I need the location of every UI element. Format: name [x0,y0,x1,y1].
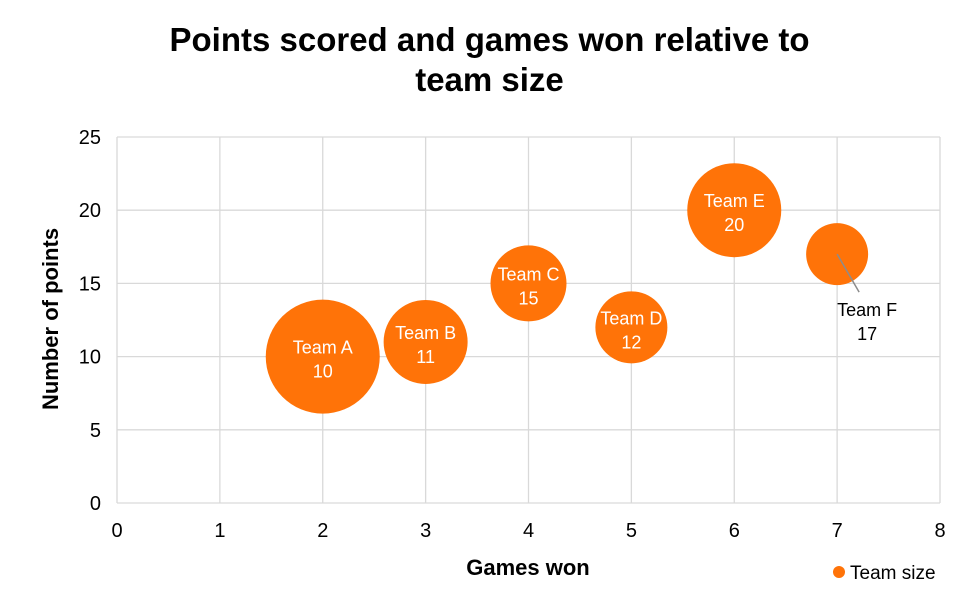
bubble [265,299,380,414]
y-tick-label: 25 [79,127,101,149]
leader-line [836,253,860,293]
data-label-name: Team A [293,338,353,358]
data-label-value: 11 [416,347,435,367]
x-tick-label: 8 [934,520,945,542]
bubble [383,299,468,384]
y-tick-label: 0 [90,493,101,515]
bubble [687,163,782,258]
data-label-name: Team B [395,323,456,343]
legend-label: Team size [850,563,936,584]
chart-title-line-2: team size [415,61,564,98]
x-tick-label: 7 [832,520,843,542]
chart-title-line-1: Points scored and games won relative to [169,21,810,58]
bubble [490,245,567,322]
chart-title: Points scored and games won relative to … [0,20,979,100]
y-tick-label: 5 [90,420,101,442]
x-tick-label: 0 [111,520,122,542]
data-label-name: Team D [600,308,662,328]
legend-marker [833,566,845,578]
bubble [595,291,668,364]
x-tick-label: 2 [317,520,328,542]
x-tick-label: 3 [420,520,431,542]
data-label-name: Team F [837,300,897,320]
gridlines [116,136,941,504]
y-tick-label: 20 [79,200,101,222]
data-label-value: 17 [857,324,877,344]
data-label-value: 10 [313,362,333,382]
x-tick-label: 6 [729,520,740,542]
bubbles [265,163,869,414]
data-label-value: 15 [518,288,538,308]
legend: Team size [833,563,936,584]
x-tick-label: 4 [523,520,534,542]
x-axis-title: Games won [466,555,589,580]
data-labels: Team A 10 Team B 11 Team C 15 Team D 12 Team E 20… [293,191,897,381]
x-tick-label: 5 [626,520,637,542]
x-tick-label: 1 [214,520,225,542]
y-tick-label: 10 [79,347,101,369]
y-axis-title: Number of points [38,228,63,410]
y-tick-label: 15 [79,273,101,295]
data-label-value: 12 [621,332,641,352]
data-label-name: Team E [704,191,765,211]
data-label-value: 20 [724,215,744,235]
data-label-name: Team C [497,264,559,284]
